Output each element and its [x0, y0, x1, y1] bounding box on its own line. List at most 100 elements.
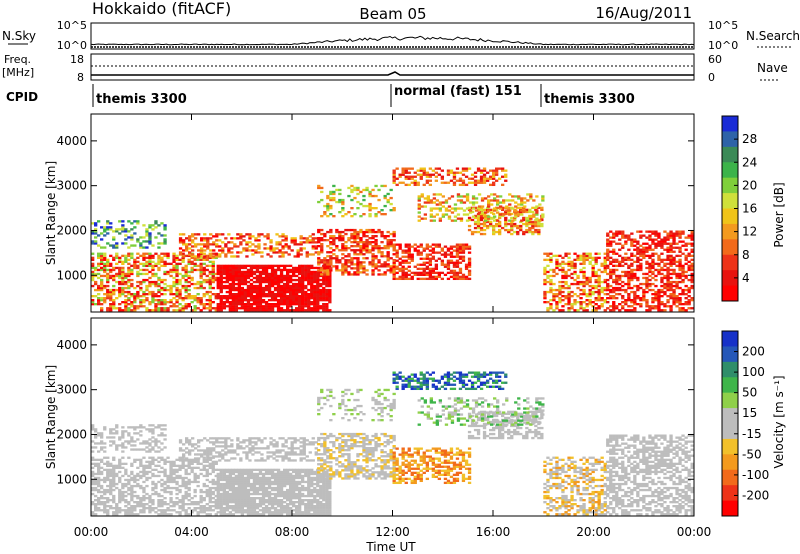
range-cell — [222, 470, 227, 474]
range-cell — [142, 290, 146, 294]
range-cell — [148, 301, 152, 304]
range-cell — [310, 309, 314, 312]
range-cell — [196, 256, 200, 260]
range-cell — [142, 278, 146, 282]
range-cell — [139, 430, 143, 433]
range-cell — [298, 278, 302, 282]
range-cell — [163, 242, 167, 245]
range-cell — [273, 305, 278, 308]
range-cell — [196, 460, 200, 464]
range-cell — [106, 220, 110, 223]
range-cell — [467, 247, 472, 250]
range-cell — [404, 251, 408, 254]
range-cell — [184, 264, 188, 268]
range-cell — [504, 218, 508, 222]
range-cell — [528, 218, 532, 222]
range-cell — [639, 244, 643, 247]
range-cell — [621, 297, 625, 300]
range-cell — [395, 243, 399, 246]
range-cell — [133, 262, 137, 266]
range-cell — [273, 293, 278, 296]
range-cell — [359, 241, 363, 244]
range-cell — [103, 254, 107, 258]
range-cell — [398, 269, 402, 273]
range-cell — [133, 301, 137, 304]
range-cell — [594, 280, 598, 284]
range-cell — [151, 440, 155, 443]
range-cell — [426, 195, 431, 198]
range-cell — [464, 275, 469, 279]
range-cell — [332, 198, 336, 202]
range-cell — [172, 470, 176, 474]
range-cell — [531, 220, 535, 224]
range-cell — [136, 220, 140, 223]
range-cell — [383, 271, 387, 274]
range-cell — [344, 259, 348, 262]
range-cell — [328, 272, 332, 276]
range-cell — [627, 256, 631, 260]
range-cell — [482, 181, 487, 184]
range-cell — [163, 434, 167, 437]
range-cell — [690, 264, 694, 268]
range-cell — [304, 264, 308, 268]
range-cell — [258, 303, 263, 306]
range-cell — [555, 301, 559, 304]
range-cell — [206, 239, 210, 242]
range-cell — [106, 260, 110, 264]
range-cell — [184, 307, 188, 310]
range-cell — [185, 237, 189, 240]
range-cell — [211, 278, 215, 282]
range-cell — [286, 282, 290, 286]
range-cell — [91, 240, 95, 243]
range-cell — [392, 261, 396, 264]
range-cell — [184, 513, 188, 516]
range-cell — [307, 288, 311, 292]
freq-panel: Freq. [MHz] 18 8 60 0 Nave — [2, 53, 788, 84]
range-cell — [142, 252, 146, 255]
range-cell — [139, 503, 143, 506]
range-cell — [479, 169, 484, 172]
range-cell — [257, 235, 261, 238]
range-cell — [630, 270, 634, 274]
range-cell — [537, 230, 541, 234]
range-cell — [434, 263, 439, 266]
range-cell — [407, 183, 411, 187]
range-cell — [148, 252, 152, 255]
range-cell — [452, 277, 457, 281]
range-cell — [202, 272, 206, 276]
range-cell — [298, 297, 302, 300]
range-cell — [237, 276, 242, 280]
range-cell — [121, 444, 125, 447]
range-cell — [296, 249, 300, 252]
range-cell — [305, 253, 309, 256]
range-cell — [124, 509, 128, 512]
range-cell — [490, 211, 494, 214]
range-cell — [365, 228, 369, 232]
range-cell — [228, 293, 233, 296]
range-cell — [627, 299, 631, 302]
range-cell — [630, 299, 634, 302]
range-cell — [567, 256, 571, 260]
range-cell — [359, 215, 363, 218]
range-cell — [209, 255, 213, 258]
range-cell — [115, 244, 119, 247]
range-cell — [325, 278, 329, 282]
range-cell — [389, 267, 393, 270]
range-cell — [615, 268, 619, 272]
range-cell — [329, 259, 333, 262]
range-cell — [317, 186, 321, 190]
range-cell — [246, 264, 251, 268]
range-cell — [419, 263, 423, 266]
range-cell — [597, 274, 601, 278]
range-cell — [576, 282, 580, 286]
range-cell — [172, 468, 176, 472]
range-cell — [188, 235, 192, 238]
range-cell — [657, 264, 661, 268]
range-cell — [178, 513, 182, 516]
range-cell — [264, 295, 269, 298]
range-cell — [154, 511, 158, 514]
range-cell — [444, 213, 449, 216]
range-cell — [234, 309, 239, 312]
range-cell — [124, 511, 128, 514]
range-cell — [145, 503, 149, 506]
